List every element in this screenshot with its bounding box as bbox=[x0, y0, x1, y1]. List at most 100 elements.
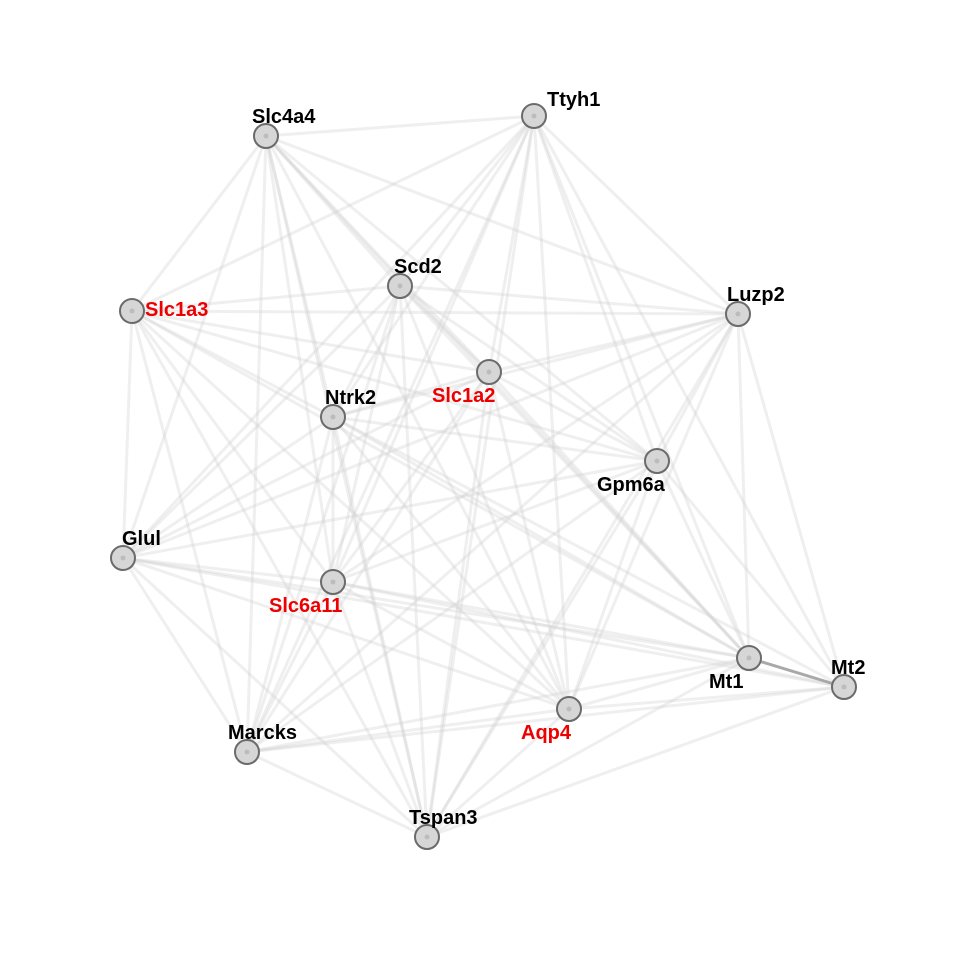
edge-ntrk2-tspan3 bbox=[331, 416, 429, 838]
edge-slc6a11-tspan3 bbox=[331, 581, 429, 838]
edge-mt1-aqp4 bbox=[568, 656, 750, 711]
edge-slc1a2-glul bbox=[122, 370, 490, 560]
node-center-dot bbox=[654, 458, 660, 464]
node-center-dot bbox=[735, 311, 741, 317]
edge-slc4a4-mt1 bbox=[264, 134, 751, 660]
edge-slc1a3-slc1a2 bbox=[131, 309, 490, 374]
edge-scd2-slc1a3 bbox=[131, 284, 401, 313]
node-label-mt1: Mt1 bbox=[709, 671, 743, 693]
node-center-dot bbox=[330, 579, 336, 585]
edge-slc1a3-aqp4 bbox=[130, 309, 571, 711]
node-label-slc1a3: Slc1a3 bbox=[145, 299, 208, 321]
edge-scd2-ntrk2 bbox=[331, 285, 402, 418]
edge-slc1a2-gpm6a bbox=[488, 370, 658, 463]
edge-scd2-slc1a2 bbox=[398, 284, 491, 374]
node-label-ntrk2: Ntrk2 bbox=[325, 387, 376, 409]
edge-luzp2-mt1 bbox=[736, 313, 751, 659]
edge-marcks-tspan3 bbox=[246, 750, 428, 839]
edge-ttyh1-marcks bbox=[245, 115, 536, 753]
node-label-marcks: Marcks bbox=[228, 722, 297, 744]
edge-scd2-gpm6a bbox=[399, 284, 658, 463]
edge-luzp2-mt2 bbox=[736, 313, 846, 688]
node-label-slc1a2: Slc1a2 bbox=[432, 385, 495, 407]
edge-slc4a4-glul bbox=[121, 135, 268, 559]
node-label-slc4a4: Slc4a4 bbox=[252, 106, 316, 128]
edge-luzp2-slc6a11 bbox=[332, 312, 739, 584]
edge-glul-marcks bbox=[121, 557, 249, 753]
edge-luzp2-tspan3 bbox=[425, 313, 740, 838]
edge-luzp2-marcks bbox=[246, 312, 739, 754]
edge-luzp2-slc1a2 bbox=[488, 312, 739, 374]
node-center-dot bbox=[486, 369, 492, 375]
edge-mt1-marcks bbox=[246, 656, 750, 754]
node-label-gpm6a: Gpm6a bbox=[597, 474, 666, 496]
edge-glul-aqp4 bbox=[122, 556, 570, 711]
edge-ttyh1-slc1a2 bbox=[487, 115, 536, 373]
node-label-aqp4: Aqp4 bbox=[521, 722, 572, 744]
edge-ttyh1-luzp2 bbox=[532, 114, 740, 316]
edge-slc1a3-tspan3 bbox=[130, 310, 429, 838]
node-center-dot bbox=[263, 133, 269, 139]
edge-luzp2-gpm6a bbox=[655, 313, 740, 462]
edge-ntrk2-gpm6a bbox=[332, 415, 658, 463]
edge-ttyh1-glul bbox=[121, 114, 536, 560]
node-center-dot bbox=[746, 655, 752, 661]
edge-ttyh1-gpm6a bbox=[532, 115, 659, 462]
node-center-dot bbox=[129, 308, 135, 314]
node-label-luzp2: Luzp2 bbox=[727, 284, 785, 306]
node-label-slc6a11: Slc6a11 bbox=[269, 595, 342, 617]
edge-luzp2-aqp4 bbox=[567, 313, 740, 710]
edge-slc4a4-ntrk2 bbox=[264, 135, 335, 418]
edge-scd2-luzp2 bbox=[399, 284, 739, 316]
edge-ttyh1-slc6a11 bbox=[331, 115, 536, 583]
edge-luzp2-glul bbox=[122, 312, 739, 560]
edge-slc4a4-scd2 bbox=[264, 135, 402, 287]
edge-mt2-marcks bbox=[246, 685, 845, 754]
edge-scd2-aqp4 bbox=[398, 285, 571, 710]
edge-slc6a11-mt2 bbox=[332, 580, 845, 689]
edge-slc6a11-marcks bbox=[245, 581, 335, 753]
edge-slc1a3-mt1 bbox=[131, 309, 750, 660]
edge-mt2-aqp4 bbox=[568, 685, 845, 711]
edge-slc4a4-slc1a2 bbox=[264, 134, 491, 374]
edge-slc4a4-aqp4 bbox=[264, 135, 571, 710]
edge-ntrk2-mt2 bbox=[332, 415, 845, 689]
node-label-scd2: Scd2 bbox=[394, 256, 442, 278]
edge-slc1a3-luzp2 bbox=[131, 309, 739, 316]
edge-slc1a2-tspan3 bbox=[425, 371, 491, 838]
edge-aqp4-tspan3 bbox=[425, 707, 571, 839]
edge-mt2-tspan3 bbox=[426, 685, 845, 839]
edge-gpm6a-mt1 bbox=[655, 460, 751, 659]
edge-gpm6a-marcks bbox=[246, 459, 658, 754]
edge-slc4a4-tspan3 bbox=[264, 135, 429, 838]
node-label-glul: Glul bbox=[122, 528, 161, 550]
edge-slc4a4-luzp2 bbox=[265, 134, 739, 316]
edge-gpm6a-glul bbox=[122, 459, 658, 560]
edge-ttyh1-slc1a3 bbox=[131, 114, 535, 313]
edge-gpm6a-mt2 bbox=[655, 460, 846, 688]
edge-scd2-tspan3 bbox=[398, 285, 429, 838]
edge-glul-tspan3 bbox=[121, 556, 429, 839]
edge-layer bbox=[121, 114, 846, 839]
edge-slc1a3-marcks bbox=[130, 310, 249, 753]
edge-mt1-tspan3 bbox=[426, 656, 750, 839]
edge-scd2-marcks bbox=[245, 285, 402, 753]
node-center-dot bbox=[531, 113, 537, 119]
edge-ntrk2-mt1 bbox=[332, 415, 750, 660]
edge-gpm6a-slc6a11 bbox=[332, 459, 658, 584]
node-center-dot bbox=[424, 834, 430, 840]
edge-scd2-mt1 bbox=[398, 284, 751, 660]
node-center-dot bbox=[244, 749, 250, 755]
edge-ntrk2-marcks bbox=[245, 416, 335, 753]
edge-slc1a2-marcks bbox=[245, 371, 491, 753]
edge-slc4a4-slc1a3 bbox=[130, 135, 268, 312]
edge-ttyh1-mt1 bbox=[532, 115, 751, 659]
edge-slc6a11-aqp4 bbox=[332, 580, 570, 711]
edge-glul-mt2 bbox=[122, 556, 845, 689]
edge-slc4a4-slc6a11 bbox=[264, 135, 335, 583]
edge-luzp2-ntrk2 bbox=[332, 312, 739, 419]
node-label-tspan3: Tspan3 bbox=[409, 807, 478, 829]
node-label-ttyh1: Ttyh1 bbox=[547, 89, 600, 111]
node-center-dot bbox=[397, 283, 403, 289]
